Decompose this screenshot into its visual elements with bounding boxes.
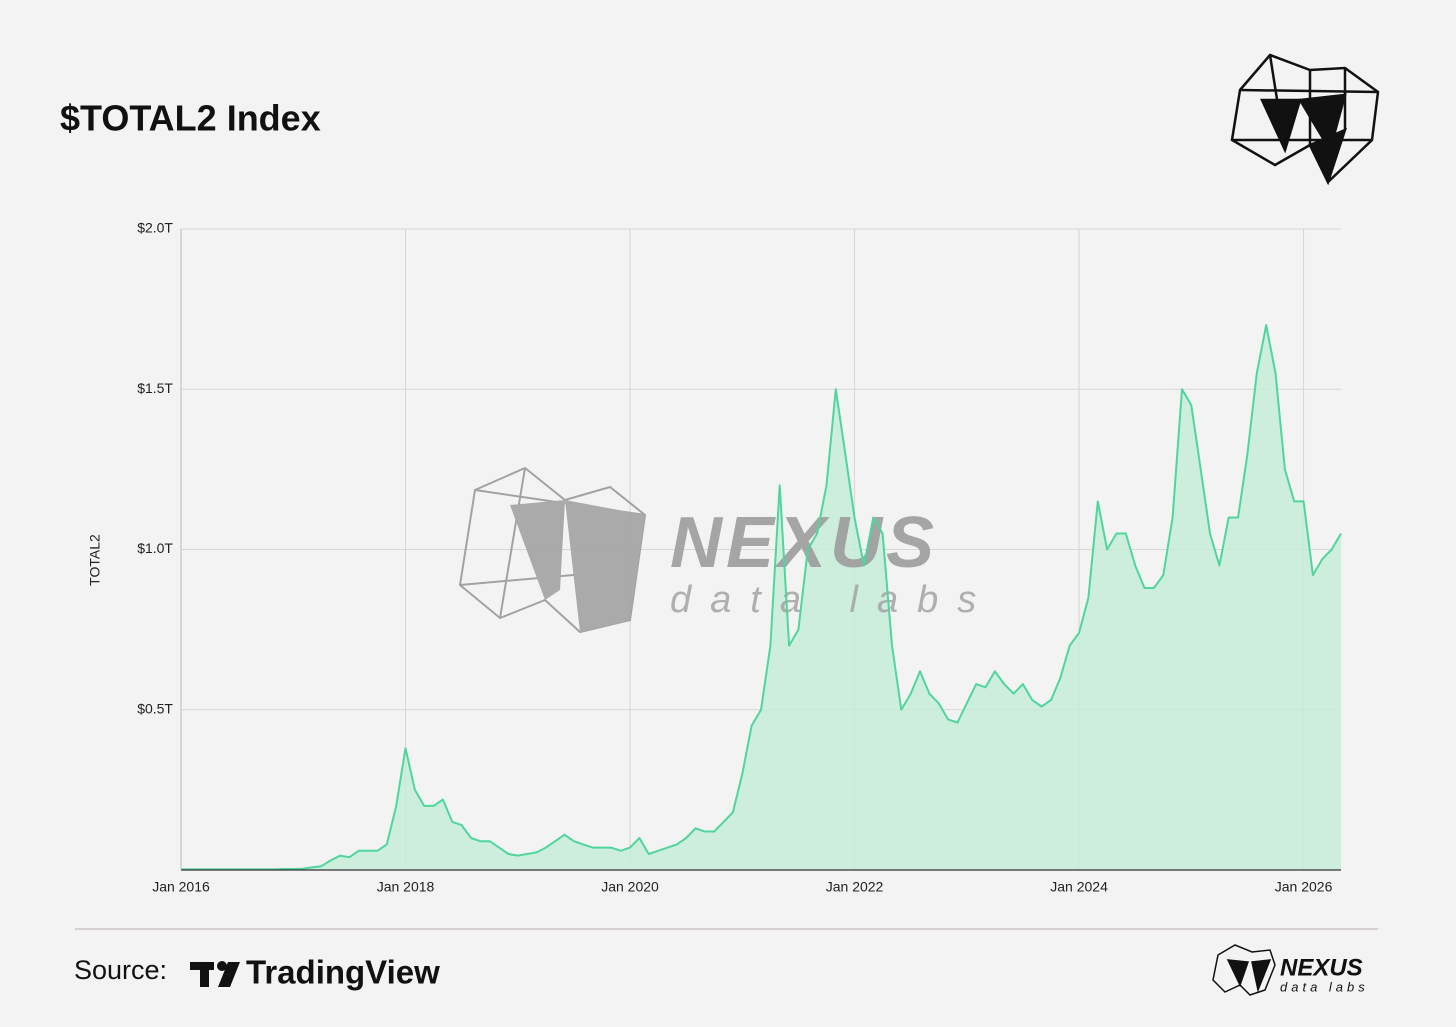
- x-tick-label: Jan 2022: [826, 879, 884, 895]
- watermark-brand: NEXUS: [670, 503, 938, 583]
- y-axis-label: TOTAL2: [87, 534, 103, 586]
- x-tick-label: Jan 2018: [377, 879, 435, 895]
- footer-brand-sub: data labs: [1280, 979, 1369, 994]
- source: TradingView: [246, 954, 440, 991]
- y-tick-label: $1.5T: [137, 380, 173, 396]
- y-tick-label: $1.0T: [137, 540, 173, 556]
- area: [181, 325, 1341, 871]
- x-tick-label: Jan 2024: [1050, 879, 1108, 895]
- source-label: Source:: [74, 955, 167, 985]
- watermark-sub: data labs: [670, 579, 995, 621]
- watermark: NEXUS data labs: [458, 466, 995, 634]
- x-tick-label: Jan 2020: [601, 879, 659, 895]
- x-tick-label: Jan 2016: [152, 879, 210, 895]
- chart-title: $TOTAL2 Index: [60, 98, 321, 139]
- y-tick-label: $0.5T: [137, 700, 173, 716]
- line: [181, 324, 1342, 871]
- y-tick-label: $2.0T: [137, 220, 173, 236]
- footer-logo: [1212, 944, 1276, 996]
- logo: [1230, 53, 1380, 186]
- footer-brand: NEXUS: [1280, 954, 1363, 981]
- x-tick-label: Jan 2026: [1275, 879, 1333, 895]
- tradingview-logo: [190, 961, 240, 987]
